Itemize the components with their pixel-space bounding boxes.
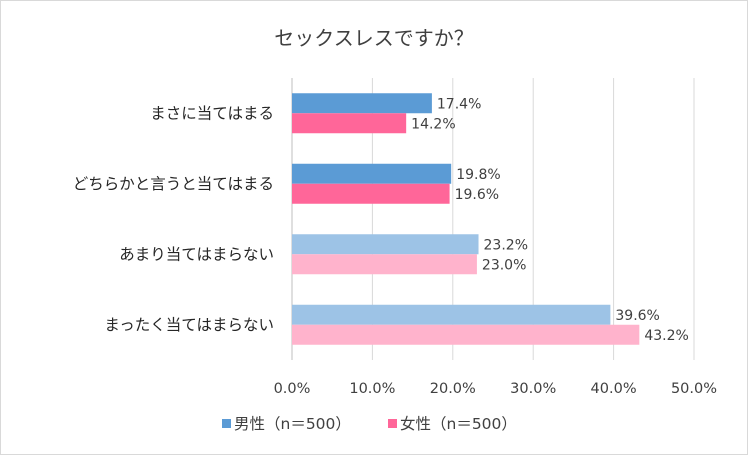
bar-male bbox=[292, 304, 611, 325]
x-tick-label: 10.0% bbox=[349, 381, 395, 397]
legend-label: 女性（n＝500） bbox=[400, 414, 517, 433]
category-label: どちらかと言うと当てはまる bbox=[73, 175, 274, 193]
bar-male bbox=[292, 93, 432, 114]
category-label: まさに当てはまる bbox=[150, 104, 274, 122]
data-label: 39.6% bbox=[615, 308, 659, 324]
bar-female bbox=[292, 113, 407, 134]
category-label: あまり当てはまらない bbox=[119, 245, 274, 263]
category-labels: まさに当てはまるどちらかと言うと当てはまるあまり当てはまらないまったく当てはまら… bbox=[73, 104, 274, 334]
x-tick-label: 0.0% bbox=[274, 381, 311, 397]
data-label: 43.2% bbox=[644, 328, 688, 344]
bar-female bbox=[292, 183, 450, 204]
legend-swatch bbox=[222, 419, 231, 428]
x-tick-label: 30.0% bbox=[510, 381, 556, 397]
data-labels: 17.4% 14.2% 19.8% 19.6% 23.2% 23.0% 39.6% 43.2% bbox=[411, 96, 689, 344]
data-label: 17.4% bbox=[437, 96, 481, 112]
legend: 男性（n＝500） 女性（n＝500） bbox=[222, 414, 517, 433]
x-tick-label: 50.0% bbox=[671, 381, 717, 397]
bar-male bbox=[292, 163, 452, 184]
data-label: 19.6% bbox=[455, 187, 499, 203]
bar-female bbox=[292, 324, 640, 345]
legend-label: 男性（n＝500） bbox=[234, 415, 351, 433]
data-label: 23.2% bbox=[484, 237, 528, 253]
legend-swatch bbox=[388, 419, 397, 428]
x-tick-label: 20.0% bbox=[430, 381, 476, 397]
chart-title: セックスレスですか？ bbox=[274, 26, 473, 50]
x-tick-label: 40.0% bbox=[591, 381, 637, 397]
data-label: 14.2% bbox=[411, 116, 455, 132]
data-label: 19.8% bbox=[456, 167, 500, 183]
bar-female bbox=[292, 254, 477, 275]
x-axis-ticks: 0.0% 10.0% 20.0% 30.0% 40.0% 50.0% bbox=[274, 381, 717, 397]
category-label: まったく当てはまらない bbox=[104, 316, 274, 334]
bars bbox=[292, 93, 640, 345]
data-label: 23.0% bbox=[482, 257, 526, 273]
bar-male bbox=[292, 234, 479, 255]
